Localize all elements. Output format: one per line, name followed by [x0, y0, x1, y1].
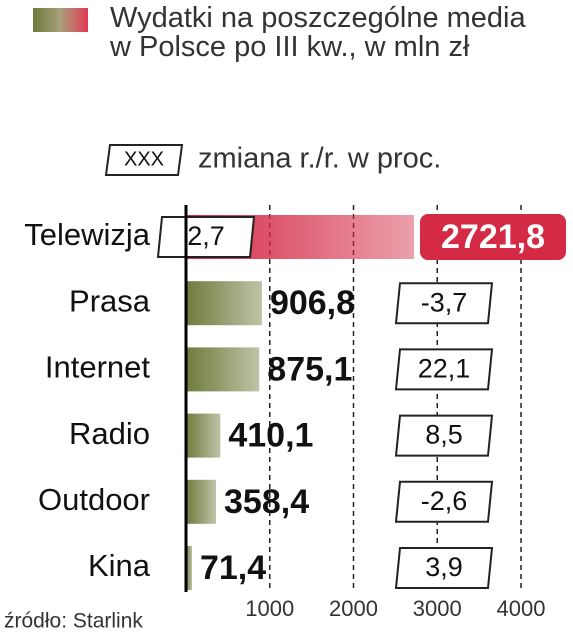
value-label: 2721,8 [441, 218, 545, 256]
bar [186, 347, 260, 392]
change-label: 8,5 [425, 420, 463, 450]
x-tick-label: 2000 [329, 596, 378, 621]
value-label: 906,8 [270, 284, 355, 322]
bar [186, 281, 262, 326]
change-label: 2,7 [187, 221, 225, 251]
value-label-box [420, 214, 566, 260]
change-box [394, 348, 494, 391]
bar [186, 479, 217, 524]
bar [186, 546, 192, 590]
change-box [394, 282, 494, 325]
category-label: Internet [45, 350, 151, 385]
x-tick-label: 3000 [413, 596, 462, 621]
source: źródło: Starlink [4, 610, 143, 633]
legend-label: zmiana r./r. w proc. [198, 143, 441, 175]
change-label: -3,7 [421, 287, 468, 317]
change-box [394, 547, 494, 589]
change-box [394, 480, 494, 523]
category-label: Prasa [69, 283, 151, 318]
bar [186, 413, 221, 458]
value-label: 875,1 [267, 350, 352, 388]
value-label: 71,4 [200, 549, 266, 587]
legend-swatch [33, 8, 88, 32]
change-label: 3,9 [425, 552, 463, 582]
category-label: Kina [88, 548, 151, 583]
x-tick-label: 4000 [497, 596, 546, 621]
change-label: 22,1 [418, 354, 471, 384]
legend-sample-box [104, 144, 184, 176]
x-tick-label: 1000 [245, 596, 294, 621]
legend-sample: XXX [124, 148, 164, 170]
change-box [394, 414, 494, 457]
category-label: Telewizja [24, 217, 151, 252]
value-label: 410,1 [228, 417, 313, 455]
value-label: 358,4 [224, 483, 309, 521]
chart-title: Wydatki na poszczególne media w Polsce p… [110, 2, 526, 63]
category-label: Outdoor [38, 482, 150, 517]
category-label: Radio [69, 416, 150, 451]
change-label: -2,6 [421, 486, 468, 516]
change-box [156, 216, 256, 258]
